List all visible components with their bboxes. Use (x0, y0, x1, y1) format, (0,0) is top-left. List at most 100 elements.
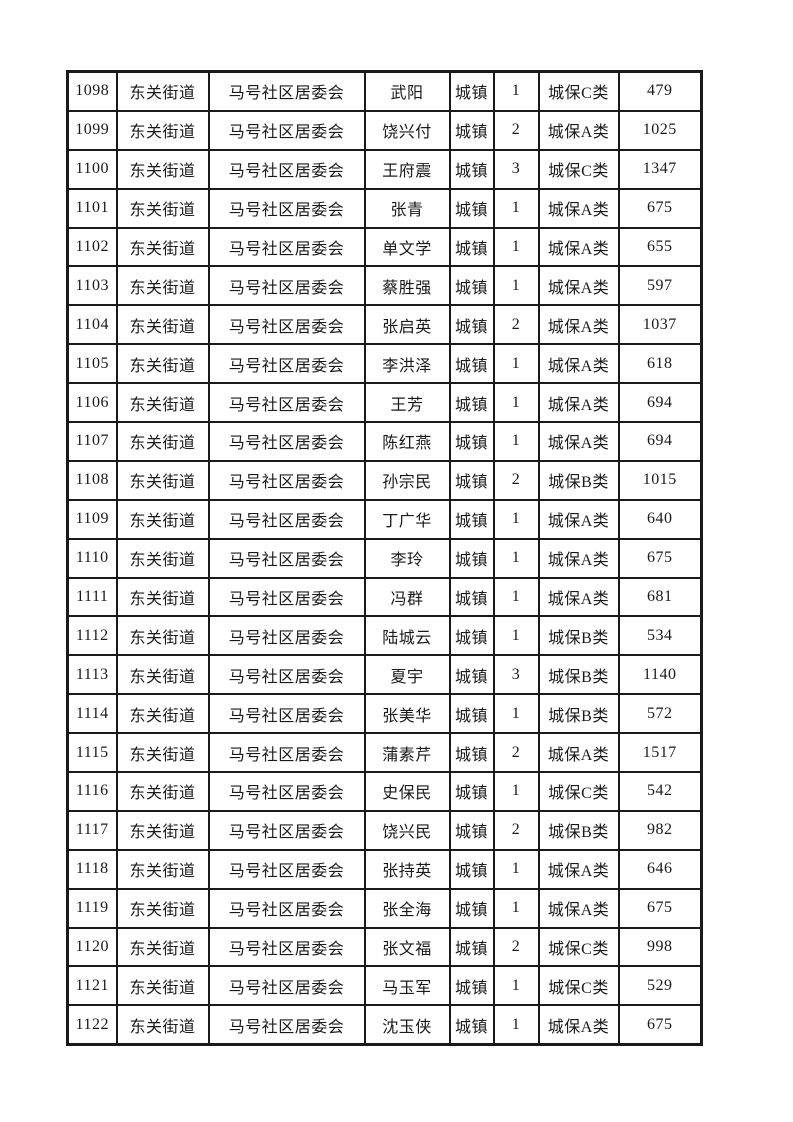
amount-cell: 655 (617, 226, 703, 268)
insurance-category-cell: 城保A类 (537, 848, 620, 890)
amount-cell: 675 (617, 1004, 703, 1046)
row-index-cell: 1115 (66, 732, 118, 774)
street-name-cell: 东关街道 (115, 148, 210, 190)
table-row: 1104 东关街道 马号社区居委会 张启英 城镇 2 城保A类 1037 (66, 304, 703, 346)
residence-type-cell: 城镇 (448, 187, 495, 229)
community-name-cell: 马号社区居委会 (207, 732, 366, 774)
table-row: 1119 东关街道 马号社区居委会 张全海 城镇 1 城保A类 675 (66, 887, 703, 929)
community-name-cell: 马号社区居委会 (207, 576, 366, 618)
table-row: 1113 东关街道 马号社区居委会 夏宇 城镇 3 城保B类 1140 (66, 654, 703, 696)
person-count-cell: 2 (492, 109, 540, 151)
amount-cell: 681 (617, 576, 703, 618)
table-row: 1106 东关街道 马号社区居委会 王芳 城镇 1 城保A类 694 (66, 382, 703, 424)
insurance-category-cell: 城保A类 (537, 887, 620, 929)
row-index-cell: 1110 (66, 537, 118, 579)
person-name-cell: 马玉军 (363, 965, 451, 1007)
amount-cell: 1347 (617, 148, 703, 190)
street-name-cell: 东关街道 (115, 459, 210, 501)
residence-type-cell: 城镇 (448, 965, 495, 1007)
row-index-cell: 1119 (66, 887, 118, 929)
insurance-category-cell: 城保A类 (537, 421, 620, 462)
community-name-cell: 马号社区居委会 (207, 1004, 366, 1046)
community-name-cell: 马号社区居委会 (207, 965, 366, 1007)
document-page-table-region: 1098 东关街道 马号社区居委会 武阳 城镇 1 城保C类 479 1099 东关街道 马号社区居… (66, 70, 703, 1047)
person-count-cell: 3 (492, 148, 540, 190)
person-name-cell: 蔡胜强 (363, 265, 451, 307)
person-name-cell: 陆城云 (363, 615, 451, 657)
residence-type-cell: 城镇 (448, 615, 495, 657)
person-count-cell: 2 (492, 732, 540, 774)
person-name-cell: 饶兴付 (363, 109, 451, 151)
row-index-cell: 1105 (66, 343, 118, 385)
table-row: 1105 东关街道 马号社区居委会 李洪泽 城镇 1 城保A类 618 (66, 343, 703, 385)
table-row: 1112 东关街道 马号社区居委会 陆城云 城镇 1 城保B类 534 (66, 615, 703, 657)
table-row: 1117 东关街道 马号社区居委会 饶兴民 城镇 2 城保B类 982 (66, 809, 703, 851)
street-name-cell: 东关街道 (115, 382, 210, 424)
insurance-category-cell: 城保C类 (537, 70, 620, 112)
community-name-cell: 马号社区居委会 (207, 421, 366, 462)
community-name-cell: 马号社区居委会 (207, 654, 366, 696)
community-name-cell: 马号社区居委会 (207, 109, 366, 151)
residence-type-cell: 城镇 (448, 382, 495, 424)
insurance-category-cell: 城保A类 (537, 265, 620, 307)
residence-type-cell: 城镇 (448, 148, 495, 190)
residence-type-cell: 城镇 (448, 576, 495, 618)
person-name-cell: 李玲 (363, 537, 451, 579)
community-name-cell: 马号社区居委会 (207, 187, 366, 229)
community-name-cell: 马号社区居委会 (207, 459, 366, 501)
person-name-cell: 李洪泽 (363, 343, 451, 385)
amount-cell: 597 (617, 265, 703, 307)
row-index-cell: 1116 (66, 771, 118, 812)
community-name-cell: 马号社区居委会 (207, 148, 366, 190)
row-index-cell: 1103 (66, 265, 118, 307)
amount-cell: 675 (617, 537, 703, 579)
insurance-category-cell: 城保B类 (537, 693, 620, 735)
table-body: 1098 东关街道 马号社区居委会 武阳 城镇 1 城保C类 479 1099 东关街道 马号社区居… (66, 70, 703, 1046)
residence-type-cell: 城镇 (448, 693, 495, 735)
street-name-cell: 东关街道 (115, 693, 210, 735)
person-name-cell: 张全海 (363, 887, 451, 929)
community-name-cell: 马号社区居委会 (207, 693, 366, 735)
street-name-cell: 东关街道 (115, 771, 210, 812)
amount-cell: 694 (617, 382, 703, 424)
table-row: 1098 东关街道 马号社区居委会 武阳 城镇 1 城保C类 479 (66, 70, 703, 112)
row-index-cell: 1107 (66, 421, 118, 462)
table-row: 1107 东关街道 马号社区居委会 陈红燕 城镇 1 城保A类 694 (66, 421, 703, 462)
person-count-cell: 1 (492, 1004, 540, 1046)
row-index-cell: 1117 (66, 809, 118, 851)
person-count-cell: 1 (492, 615, 540, 657)
amount-cell: 694 (617, 421, 703, 462)
person-count-cell: 1 (492, 187, 540, 229)
community-name-cell: 马号社区居委会 (207, 70, 366, 112)
person-name-cell: 王芳 (363, 382, 451, 424)
table-row: 1116 东关街道 马号社区居委会 史保民 城镇 1 城保C类 542 (66, 771, 703, 812)
person-name-cell: 孙宗民 (363, 459, 451, 501)
person-name-cell: 张持英 (363, 848, 451, 890)
person-name-cell: 夏宇 (363, 654, 451, 696)
insurance-category-cell: 城保A类 (537, 226, 620, 268)
amount-cell: 618 (617, 343, 703, 385)
person-count-cell: 2 (492, 459, 540, 501)
row-index-cell: 1121 (66, 965, 118, 1007)
person-name-cell: 史保民 (363, 771, 451, 812)
insurance-category-cell: 城保A类 (537, 537, 620, 579)
person-count-cell: 1 (492, 576, 540, 618)
residence-type-cell: 城镇 (448, 732, 495, 774)
street-name-cell: 东关街道 (115, 498, 210, 540)
table-row: 1109 东关街道 马号社区居委会 丁广华 城镇 1 城保A类 640 (66, 498, 703, 540)
person-count-cell: 1 (492, 498, 540, 540)
row-index-cell: 1100 (66, 148, 118, 190)
row-index-cell: 1102 (66, 226, 118, 268)
row-index-cell: 1104 (66, 304, 118, 346)
residence-type-cell: 城镇 (448, 304, 495, 346)
insurance-category-cell: 城保A类 (537, 187, 620, 229)
community-name-cell: 马号社区居委会 (207, 537, 366, 579)
amount-cell: 675 (617, 187, 703, 229)
street-name-cell: 东关街道 (115, 926, 210, 968)
street-name-cell: 东关街道 (115, 109, 210, 151)
person-count-cell: 1 (492, 771, 540, 812)
person-count-cell: 1 (492, 848, 540, 890)
table-row: 1122 东关街道 马号社区居委会 沈玉侠 城镇 1 城保A类 675 (66, 1004, 703, 1046)
insurance-category-cell: 城保B类 (537, 459, 620, 501)
person-count-cell: 1 (492, 226, 540, 268)
